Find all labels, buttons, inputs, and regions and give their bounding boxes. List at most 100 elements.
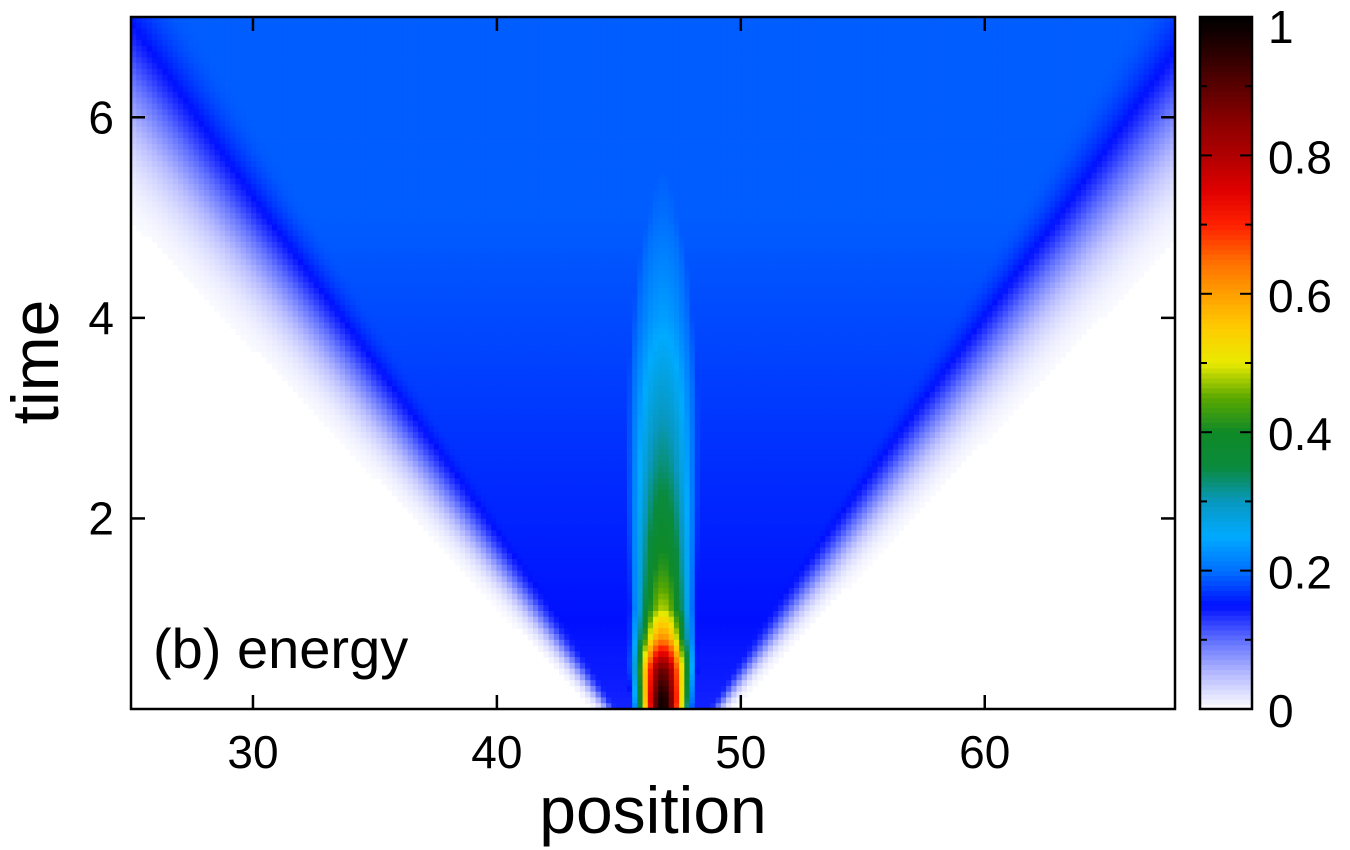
heatmap-cell	[621, 57, 628, 64]
heatmap-cell	[626, 63, 633, 70]
heatmap-cell	[553, 74, 560, 82]
heatmap-cell	[177, 22, 184, 30]
heatmap-cell	[1075, 143, 1082, 151]
heatmap-cell	[914, 91, 920, 99]
heatmap-cell	[903, 126, 910, 133]
heatmap-cell	[778, 132, 785, 139]
heatmap-cell	[485, 97, 492, 105]
heatmap-cell	[595, 155, 602, 162]
heatmap-cell	[282, 155, 289, 162]
heatmap-cell	[1034, 132, 1040, 139]
heatmap-cell	[240, 115, 247, 122]
heatmap-cell	[632, 97, 638, 105]
heatmap-cell	[585, 91, 591, 99]
heatmap-cell	[266, 86, 273, 93]
heatmap-cell	[882, 22, 889, 30]
heatmap-cell	[298, 51, 304, 58]
heatmap-cell	[365, 109, 372, 116]
heatmap-cell	[809, 115, 816, 122]
heatmap-cell	[334, 132, 341, 139]
heatmap-cell	[1039, 63, 1046, 70]
heatmap-cell	[198, 109, 205, 116]
heatmap-cell	[418, 126, 424, 133]
heatmap-cell	[940, 155, 946, 162]
heatmap-cell	[1070, 138, 1077, 145]
heatmap-cell	[606, 28, 612, 35]
heatmap-cell	[590, 57, 597, 64]
heatmap-cell	[318, 45, 325, 53]
heatmap-cell	[151, 149, 158, 156]
heatmap-cell	[324, 34, 330, 41]
heatmap-cell	[793, 155, 800, 162]
heatmap-cell	[668, 155, 675, 162]
heatmap-cell	[485, 51, 492, 58]
heatmap-cell	[527, 126, 534, 133]
heatmap-cell	[804, 28, 811, 35]
heatmap-cell	[136, 45, 143, 53]
heatmap-cell	[736, 86, 743, 93]
heatmap-cell	[632, 115, 638, 122]
heatmap-cell	[517, 149, 524, 156]
heatmap-cell	[1128, 132, 1134, 139]
heatmap-cell	[407, 126, 414, 133]
heatmap-cell	[835, 138, 842, 145]
heatmap-cell	[637, 120, 644, 128]
heatmap-cell	[532, 57, 539, 64]
heatmap-cell	[1096, 40, 1103, 47]
heatmap-cell	[1002, 126, 1009, 133]
heatmap-cell	[1133, 149, 1140, 156]
heatmap-cell	[496, 86, 503, 93]
heatmap-cell	[1070, 17, 1077, 24]
heatmap-cell	[287, 103, 294, 110]
heatmap-cell	[501, 74, 508, 82]
heatmap-cell	[235, 120, 242, 128]
heatmap-cell	[914, 149, 920, 156]
heatmap-cell	[559, 28, 565, 35]
heatmap-cell	[318, 120, 325, 128]
heatmap-cell	[1007, 138, 1014, 145]
heatmap-cell	[360, 68, 367, 76]
heatmap-cell	[663, 68, 670, 76]
heatmap-cell	[997, 74, 1004, 82]
heatmap-cell	[318, 34, 325, 41]
heatmap-cell	[553, 28, 560, 35]
heatmap-cell	[626, 115, 633, 122]
heatmap-cell	[198, 45, 205, 53]
heatmap-cell	[559, 34, 565, 41]
heatmap-cell	[971, 86, 978, 93]
heatmap-cell	[731, 74, 738, 82]
heatmap-cell	[908, 63, 915, 70]
heatmap-cell	[1060, 34, 1066, 41]
heatmap-cell	[1117, 91, 1124, 99]
heatmap-cell	[303, 143, 310, 151]
heatmap-cell	[804, 51, 811, 58]
heatmap-cell	[997, 86, 1004, 93]
heatmap-cell	[496, 149, 503, 156]
heatmap-cell	[710, 17, 717, 24]
heatmap-cell	[820, 80, 826, 87]
heatmap-cell	[934, 126, 941, 133]
heatmap-cell	[595, 74, 602, 82]
heatmap-cell	[626, 97, 633, 105]
heatmap-cell	[882, 74, 889, 82]
heatmap-cell	[908, 57, 915, 64]
heatmap-cell	[679, 149, 685, 156]
heatmap-cell	[731, 155, 738, 162]
heatmap-cell	[877, 22, 884, 30]
heatmap-cell	[919, 80, 926, 87]
heatmap-cell	[945, 17, 952, 24]
heatmap-cell	[386, 34, 393, 41]
heatmap-cell	[924, 17, 931, 24]
heatmap-cell	[1086, 120, 1093, 128]
heatmap-cell	[773, 74, 779, 82]
heatmap-cell	[454, 40, 461, 47]
heatmap-cell	[538, 138, 544, 145]
heatmap-cell	[914, 109, 920, 116]
heatmap-cell	[987, 91, 993, 99]
heatmap-cell	[266, 91, 273, 99]
heatmap-cell	[397, 126, 404, 133]
heatmap-cell	[266, 45, 273, 53]
heatmap-cell	[606, 126, 612, 133]
heatmap-cell	[574, 149, 581, 156]
heatmap-cell	[444, 97, 451, 105]
